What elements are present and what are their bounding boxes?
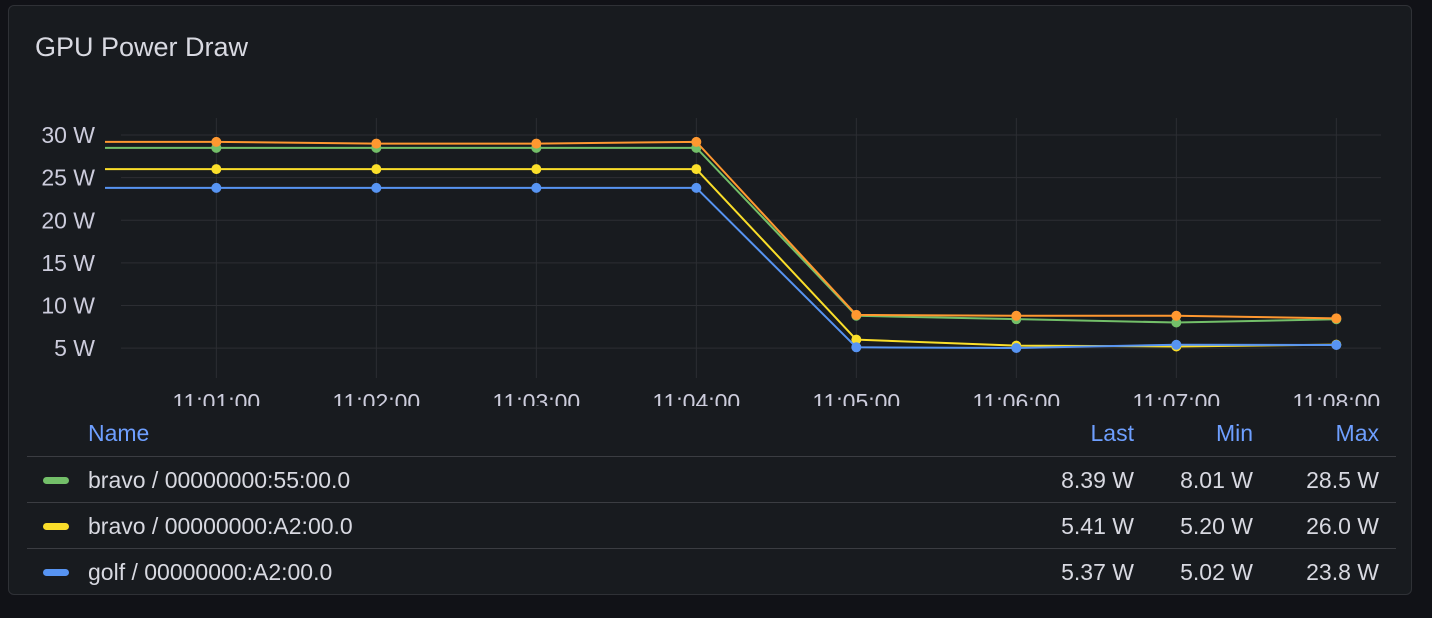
series-last: 5.37 W	[1061, 559, 1134, 585]
data-point	[851, 342, 862, 353]
x-tick-label: 11:07:00	[1132, 389, 1220, 406]
data-point	[211, 164, 222, 175]
series-color-swatch	[43, 477, 69, 484]
data-point	[531, 182, 542, 193]
series-max: 26.0 W	[1306, 513, 1379, 539]
series-max: 23.8 W	[1306, 559, 1379, 585]
panel-title: GPU Power Draw	[35, 32, 249, 62]
data-point	[851, 309, 862, 320]
data-point	[1171, 310, 1182, 321]
legend-header-min[interactable]: Min	[1215, 420, 1253, 446]
series-name[interactable]: bravo / 00000000:55:00.0	[88, 467, 351, 493]
x-tick-label: 11:02:00	[332, 389, 420, 406]
legend-header: Name Last Min Max	[27, 416, 1396, 456]
x-tick-label: 11:04:00	[652, 389, 740, 406]
series-color-swatch	[43, 523, 69, 530]
y-tick-label: 30 W	[41, 122, 95, 148]
series-line	[105, 186, 1337, 349]
series-line	[105, 168, 1337, 348]
legend-table: Name Last Min Max bravo / 00000000:55:00…	[27, 416, 1396, 594]
series-color-swatch	[43, 569, 69, 576]
series-last: 5.41 W	[1061, 513, 1134, 539]
series-min: 8.01 W	[1180, 467, 1253, 493]
data-point	[691, 182, 702, 193]
data-point	[691, 136, 702, 147]
data-point	[371, 164, 382, 175]
series-min: 5.02 W	[1180, 559, 1253, 585]
data-point	[851, 334, 862, 345]
series-name[interactable]: bravo / 00000000:A2:00.0	[88, 513, 353, 539]
series-last: 8.39 W	[1061, 467, 1134, 493]
series-max: 28.5 W	[1306, 467, 1379, 493]
y-tick-label: 5 W	[54, 335, 95, 361]
legend-header-max[interactable]: Max	[1335, 420, 1379, 446]
data-point	[1331, 340, 1342, 351]
series-name[interactable]: golf / 00000000:A2:00.0	[88, 559, 333, 585]
data-point	[531, 138, 542, 149]
legend-header-last[interactable]: Last	[1090, 420, 1134, 446]
data-point	[371, 138, 382, 149]
legend-row[interactable]: golf / 00000000:A2:00.0 5.37 W 5.02 W 23…	[27, 548, 1396, 594]
power-line-chart[interactable]: 5 W 10 W 15 W 20 W 25 W 30 W 11:01:00 11:02:00 1…	[9, 6, 1412, 406]
legend-header-name[interactable]: Name	[88, 420, 150, 446]
x-tick-label: 11:03:00	[492, 389, 580, 406]
legend-row[interactable]: bravo / 00000000:55:00.0 8.39 W 8.01 W 2…	[27, 456, 1396, 502]
x-tick-label: 11:01:00	[172, 389, 260, 406]
series-min: 5.20 W	[1180, 513, 1253, 539]
series-line	[105, 146, 1337, 324]
x-tick-label: 11:05:00	[812, 389, 900, 406]
data-point	[531, 164, 542, 175]
data-point	[211, 136, 222, 147]
data-point	[1171, 339, 1182, 350]
y-tick-label: 15 W	[41, 250, 95, 276]
data-point	[371, 182, 382, 193]
gpu-power-panel: GPU Power Draw 5 W 10 W 15 W 20 W 25 W 30 W 11…	[8, 5, 1412, 595]
x-tick-label: 11:08:00	[1292, 389, 1380, 406]
y-tick-label: 20 W	[41, 207, 95, 233]
data-point	[1331, 313, 1342, 324]
legend-row[interactable]: bravo / 00000000:A2:00.0 5.41 W 5.20 W 2…	[27, 502, 1396, 548]
data-point	[1011, 310, 1022, 321]
y-tick-label: 10 W	[41, 293, 95, 319]
data-point	[211, 182, 222, 193]
x-tick-label: 11:06:00	[972, 389, 1060, 406]
data-point	[691, 164, 702, 175]
y-tick-label: 25 W	[41, 165, 95, 191]
data-point	[1011, 342, 1022, 353]
